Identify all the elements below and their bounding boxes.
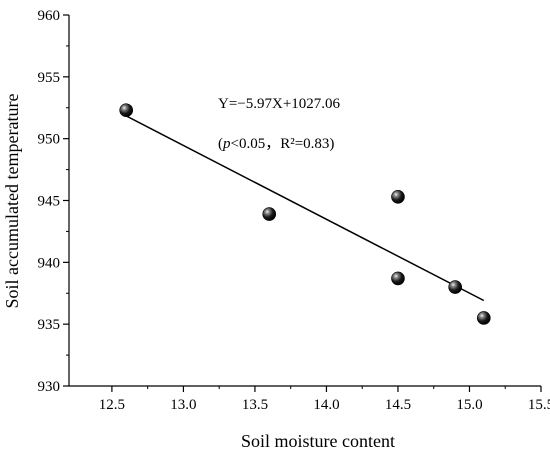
x-tick-label: 13.0 xyxy=(170,397,196,413)
y-axis-ticks: 930 935 940 945 950 955 960 xyxy=(38,8,69,395)
y-tick-label: 960 xyxy=(38,8,61,24)
y-tick-label: 950 xyxy=(38,132,61,148)
data-point xyxy=(448,280,462,294)
x-tick-label: 14.5 xyxy=(385,397,411,413)
x-tick-label: 15.5 xyxy=(528,397,550,413)
data-point xyxy=(119,103,134,118)
x-tick-label: 15.0 xyxy=(456,397,482,413)
data-point xyxy=(391,271,405,286)
x-axis-title: Soil moisture content xyxy=(241,431,395,451)
x-tick-label: 14.0 xyxy=(313,397,339,413)
y-tick-label: 955 xyxy=(38,70,61,86)
data-point xyxy=(476,311,491,325)
data-point xyxy=(262,207,277,221)
regression-line xyxy=(125,115,485,302)
regression-stats: (p<0.05，R²=0.83) xyxy=(218,136,334,152)
regression-equation: Y=−5.97X+1027.06 xyxy=(218,96,341,112)
y-tick-label: 930 xyxy=(38,379,61,395)
y-tick-label: 940 xyxy=(38,255,61,271)
x-tick-label: 12.5 xyxy=(99,397,125,413)
data-point xyxy=(391,189,405,204)
data-points xyxy=(119,103,491,325)
y-tick-label: 945 xyxy=(38,194,61,210)
x-axis-ticks: 12.5 13.0 13.5 14.0 14.5 15.0 15.5 xyxy=(99,386,550,413)
x-tick-label: 13.5 xyxy=(242,397,268,413)
y-axis-title: Soil accumulated temperature xyxy=(2,94,22,309)
y-tick-label: 935 xyxy=(38,317,61,333)
